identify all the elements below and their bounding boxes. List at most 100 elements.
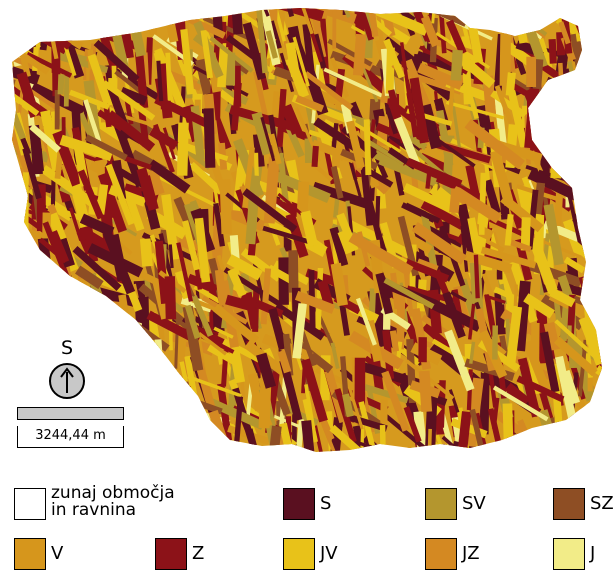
aspect-cell — [452, 440, 500, 452]
aspect-cell — [43, 280, 85, 303]
aspect-cell — [12, 8, 23, 67]
aspect-cell — [88, 310, 94, 330]
aspect-cell — [478, 447, 520, 452]
aspect-cell — [499, 335, 510, 362]
aspect-cell — [483, 179, 501, 215]
aspect-cell — [516, 375, 565, 403]
aspect-cell — [153, 425, 176, 442]
aspect-cell — [530, 128, 577, 156]
aspect-cell — [378, 156, 437, 187]
aspect-cell — [460, 225, 469, 272]
aspect-cell — [591, 107, 602, 146]
aspect-cell — [173, 196, 200, 242]
aspect-cell — [336, 8, 351, 18]
aspect-cell — [393, 116, 421, 167]
aspect-cell — [12, 294, 31, 313]
aspect-cell — [543, 203, 564, 266]
aspect-cell — [406, 92, 419, 138]
aspect-cell — [301, 420, 317, 452]
aspect-cell — [179, 8, 218, 16]
aspect-cell — [207, 343, 240, 367]
aspect-cell — [265, 30, 278, 59]
aspect-cell — [24, 318, 37, 365]
aspect-cell — [102, 80, 156, 121]
aspect-cell — [187, 374, 242, 398]
aspect-cell — [37, 8, 45, 27]
aspect-cell — [456, 203, 479, 262]
aspect-cell — [385, 107, 398, 135]
aspect-cell — [186, 273, 219, 294]
aspect-cell — [539, 121, 552, 181]
aspect-cell — [450, 49, 463, 81]
aspect-cell — [598, 189, 602, 243]
aspect-cell — [554, 319, 596, 358]
scale-bar — [17, 407, 124, 420]
aspect-cell — [561, 139, 602, 169]
aspect-cell — [506, 306, 523, 364]
aspect-cell — [73, 308, 85, 342]
aspect-cell — [107, 304, 129, 325]
aspect-cell — [156, 391, 194, 413]
aspect-cell — [83, 15, 98, 39]
aspect-cell — [348, 387, 364, 430]
aspect-cell — [12, 346, 31, 371]
aspect-cell — [18, 314, 28, 343]
aspect-cell — [164, 276, 177, 320]
legend-label-s: S — [320, 493, 332, 514]
aspect-cell — [304, 384, 316, 431]
aspect-cell — [330, 342, 340, 369]
aspect-cell — [600, 8, 602, 51]
aspect-cell — [277, 192, 305, 218]
aspect-cell — [50, 8, 73, 44]
aspect-cell — [596, 318, 602, 365]
aspect-cell — [588, 201, 602, 237]
legend-swatch-s — [283, 488, 315, 520]
aspect-cell — [583, 145, 601, 193]
legend-label-sv: SV — [462, 493, 486, 514]
aspect-cell — [114, 124, 145, 188]
aspect-cell — [37, 237, 56, 298]
aspect-cell — [228, 8, 244, 35]
aspect-cell — [575, 75, 602, 102]
aspect-cell — [56, 8, 71, 50]
aspect-cell — [57, 8, 101, 19]
aspect-cell — [301, 358, 328, 423]
legend-label-jz: JZ — [462, 543, 480, 564]
aspect-cell — [504, 214, 514, 246]
aspect-cell — [375, 272, 394, 315]
aspect-cell — [115, 8, 150, 18]
aspect-cell — [428, 132, 476, 168]
aspect-cell — [176, 242, 193, 302]
aspect-cell — [312, 162, 334, 182]
aspect-cell — [572, 212, 602, 249]
aspect-cell — [161, 194, 180, 261]
aspect-cell — [505, 72, 516, 96]
aspect-cell — [281, 8, 295, 18]
aspect-cell — [2, 330, 8, 371]
legend-label-jv: JV — [320, 543, 338, 564]
aspect-cell — [242, 188, 298, 233]
aspect-cell — [214, 84, 221, 121]
aspect-cell — [381, 370, 410, 432]
aspect-cell — [431, 8, 436, 24]
aspect-cell — [330, 165, 344, 199]
aspect-cell — [184, 304, 201, 340]
aspect-cell — [61, 316, 93, 337]
aspect-cell — [138, 410, 159, 452]
aspect-cell — [12, 211, 19, 267]
aspect-cell — [12, 124, 39, 190]
aspect-cell — [517, 419, 545, 452]
aspect-cell — [448, 389, 460, 413]
aspect-map — [2, 8, 602, 452]
aspect-cell — [213, 202, 226, 247]
aspect-cell — [31, 148, 43, 175]
aspect-cell — [69, 314, 81, 341]
aspect-cell — [106, 110, 156, 152]
aspect-cell — [445, 100, 505, 120]
aspect-cell — [583, 221, 596, 253]
aspect-cell — [524, 88, 540, 149]
aspect-cell — [363, 384, 409, 404]
aspect-cell — [12, 86, 40, 116]
aspect-cell — [402, 183, 455, 214]
aspect-cell — [12, 447, 44, 452]
